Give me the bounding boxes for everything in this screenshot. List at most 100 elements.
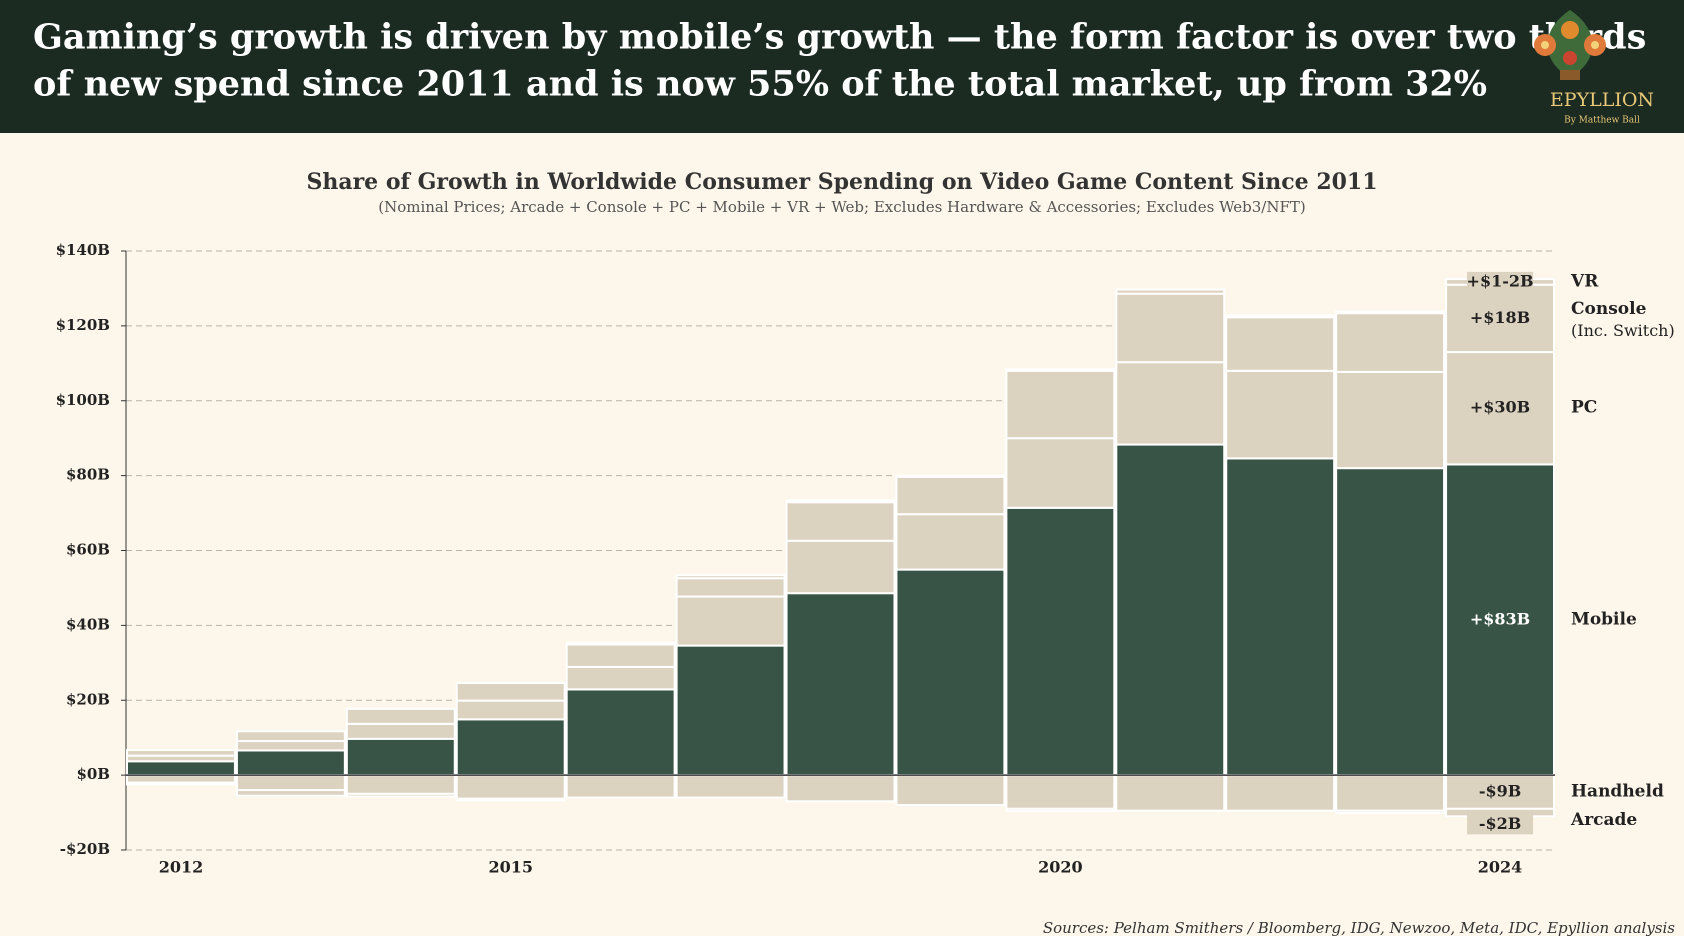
- bar-segment: [785, 774, 896, 803]
- y-tick-label: $120B: [56, 316, 110, 334]
- series-note: (Inc. Switch): [1571, 321, 1675, 340]
- bar-segment: [675, 644, 786, 777]
- series-label: PC: [1571, 398, 1597, 418]
- bar-segment: [1335, 370, 1446, 470]
- bar-segment: [345, 737, 456, 777]
- bar-segment: [1005, 437, 1116, 509]
- y-tick-label: -$20B: [60, 840, 110, 858]
- bar-segment: [1005, 367, 1116, 372]
- bar-segment: [565, 665, 676, 691]
- source: Sources: Pelham Smithers / Bloomberg, ID…: [1043, 919, 1675, 936]
- logo: EPYLLION: [1550, 89, 1654, 111]
- bar-segment: [126, 749, 236, 757]
- value-label: -$9B: [1479, 781, 1521, 800]
- bar-segment: [345, 722, 456, 740]
- bar-segment: [565, 688, 676, 777]
- value-label: +$1-2B: [1467, 271, 1534, 290]
- y-tick-label: $20B: [66, 690, 110, 708]
- bar-segment: [675, 577, 786, 598]
- bar-segment: [1225, 314, 1336, 319]
- bar-segment: [1225, 369, 1336, 460]
- bar-segment: [1115, 774, 1226, 812]
- y-tick-label: $80B: [66, 466, 110, 484]
- bar-segment: [895, 475, 1006, 516]
- series-label: Handheld: [1571, 781, 1664, 801]
- bar-segment: [675, 595, 786, 647]
- bar-segment: [345, 774, 456, 795]
- bar-segment: [785, 499, 896, 504]
- bar-segment: [785, 501, 896, 542]
- bar-segment: [1115, 288, 1226, 295]
- header-bar: [0, 0, 1684, 133]
- bar-segment: [1115, 292, 1226, 364]
- value-label: -$2B: [1479, 814, 1521, 833]
- y-tick-label: $0B: [76, 765, 110, 783]
- bar-segment: [895, 774, 1006, 807]
- bar-segment: [126, 760, 236, 777]
- bar-segment: [785, 592, 896, 777]
- y-tick-label: $40B: [66, 615, 110, 633]
- y-tick-label: $140B: [56, 241, 110, 259]
- bar-segment: [1005, 774, 1116, 810]
- bar-segment: [895, 568, 1006, 777]
- label-bg: [1467, 271, 1534, 292]
- bar-segment: [565, 641, 676, 646]
- bar-segment: [1005, 506, 1116, 777]
- bar-segment: [235, 730, 346, 743]
- value-label: +$30B: [1470, 398, 1530, 417]
- series-label: Console: [1571, 299, 1647, 319]
- bar-segment: [1335, 809, 1446, 814]
- bar-segment: [1225, 774, 1336, 812]
- bar-segment: [895, 513, 1006, 571]
- series-label: VR: [1570, 271, 1599, 291]
- bar-segment: [235, 740, 346, 752]
- bar-segment: [455, 797, 566, 802]
- bar-segment: [1005, 807, 1116, 813]
- value-label: +$83B: [1470, 609, 1530, 628]
- bar-segment: [785, 539, 896, 595]
- series-label: Arcade: [1570, 810, 1637, 830]
- bar-segment: [455, 699, 566, 721]
- bar-segment: [675, 574, 786, 580]
- y-tick-label: $60B: [66, 541, 110, 559]
- x-tick-label: 2015: [488, 858, 533, 877]
- headline: of new spend since 2011 and is now 55% o…: [33, 64, 1487, 105]
- bar-segment: [126, 774, 236, 784]
- logo-art: [1534, 10, 1606, 80]
- bar-segment: [895, 474, 1006, 478]
- chart-title: Share of Growth in Worldwide Consumer Sp…: [306, 169, 1377, 195]
- bar-segment: [1335, 310, 1446, 315]
- bar-segment: [455, 718, 566, 777]
- bar-segment: [455, 682, 566, 702]
- label-bg: [1467, 814, 1534, 835]
- x-tick-label: 2020: [1038, 858, 1083, 877]
- bar-segment: [1335, 467, 1446, 777]
- series-label: Mobile: [1571, 609, 1637, 629]
- bar-segment: [235, 789, 346, 797]
- headline: Gaming’s growth is driven by mobile’s gr…: [33, 17, 1646, 58]
- bar-segment: [1225, 457, 1336, 777]
- value-label: +$18B: [1470, 308, 1530, 327]
- bar-segment: [235, 774, 346, 792]
- y-tick-label: $100B: [56, 391, 110, 409]
- bar-segment: [565, 774, 676, 799]
- bar-segment: [1005, 369, 1116, 440]
- bar-segment: [1335, 312, 1446, 373]
- bar-segment: [565, 643, 676, 668]
- x-tick-label: 2024: [1478, 858, 1523, 877]
- bar-segment: [1115, 361, 1226, 446]
- bar-segment: [345, 792, 456, 798]
- bar-segment: [675, 774, 786, 799]
- x-tick-label: 2012: [159, 858, 204, 877]
- logo-byline: By Matthew Ball: [1564, 116, 1640, 126]
- bar-segment: [345, 707, 456, 725]
- bar-segment: [126, 781, 236, 786]
- bar-segment: [1115, 443, 1226, 777]
- bar-segment: [235, 749, 346, 777]
- bar-segment: [1445, 774, 1555, 810]
- bar-segment: [1225, 316, 1336, 372]
- bar-segment: [1335, 774, 1446, 812]
- bar-segment: [455, 774, 566, 800]
